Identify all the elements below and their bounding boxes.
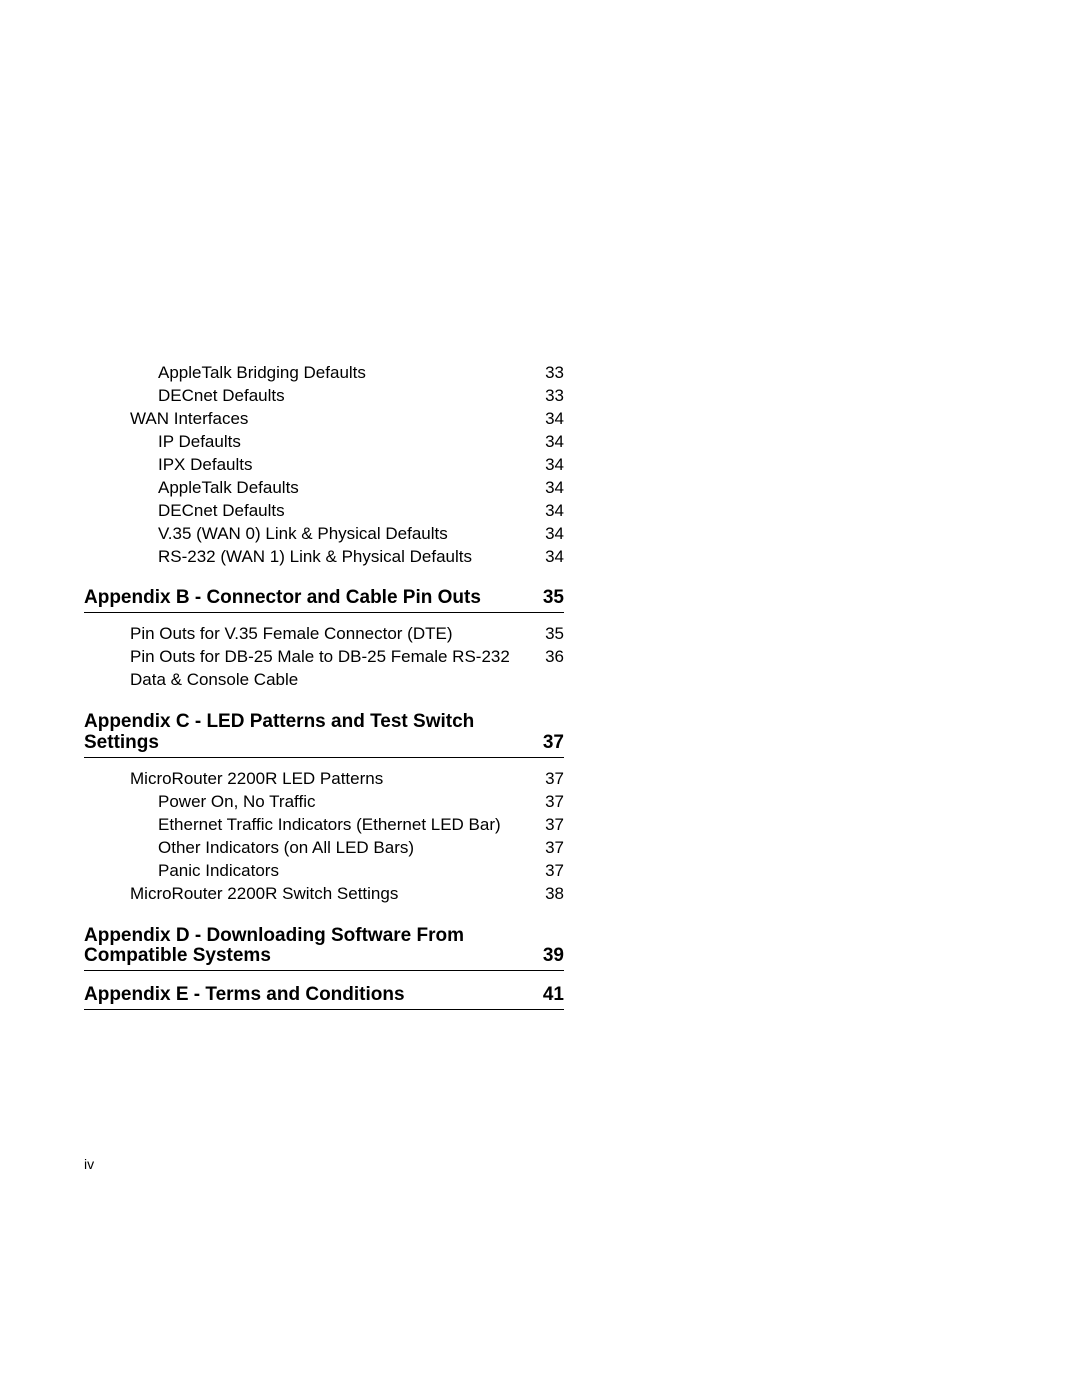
toc-entry-page: 34 bbox=[536, 500, 564, 523]
toc-entry-page: 35 bbox=[536, 623, 564, 646]
toc-entry: Other Indicators (on All LED Bars)37 bbox=[84, 837, 564, 860]
toc-entry-label: DECnet Defaults bbox=[158, 500, 536, 523]
toc-section-appendix-c: Appendix C - LED Patterns and Test Switc… bbox=[84, 712, 564, 905]
toc-entry-label: V.35 (WAN 0) Link & Physical Defaults bbox=[158, 523, 536, 546]
toc-entry: Pin Outs for V.35 Female Connector (DTE)… bbox=[84, 623, 564, 646]
section-title: Appendix C - LED Patterns and Test Switc… bbox=[84, 712, 536, 754]
toc-entry: V.35 (WAN 0) Link & Physical Defaults34 bbox=[84, 523, 564, 546]
toc-entry-page: 37 bbox=[536, 768, 564, 791]
toc-entry: Power On, No Traffic37 bbox=[84, 791, 564, 814]
toc-entry-label: IPX Defaults bbox=[158, 454, 536, 477]
toc-entry: Ethernet Traffic Indicators (Ethernet LE… bbox=[84, 814, 564, 837]
toc-entry-label: DECnet Defaults bbox=[158, 385, 536, 408]
toc-section-appendix-e: Appendix E - Terms and Conditions 41 bbox=[84, 985, 564, 1010]
toc-entry: IP Defaults34 bbox=[84, 431, 564, 454]
section-heading: Appendix B - Connector and Cable Pin Out… bbox=[84, 588, 564, 613]
toc-entry-page: 37 bbox=[536, 860, 564, 883]
toc-entry-label: WAN Interfaces bbox=[130, 408, 536, 431]
toc-section-appendix-d: Appendix D - Downloading Software From C… bbox=[84, 926, 564, 972]
toc-entry: AppleTalk Bridging Defaults33 bbox=[84, 362, 564, 385]
toc-entry-label: Other Indicators (on All LED Bars) bbox=[158, 837, 536, 860]
toc-entry-page: 37 bbox=[536, 791, 564, 814]
toc-entry-label: Pin Outs for V.35 Female Connector (DTE) bbox=[130, 623, 536, 646]
section-title: Appendix E - Terms and Conditions bbox=[84, 985, 536, 1006]
toc-entry-page: 34 bbox=[536, 546, 564, 569]
toc-entry: Pin Outs for DB-25 Male to DB-25 Female … bbox=[84, 646, 564, 692]
toc-entry-page: 38 bbox=[536, 883, 564, 906]
toc-group-top: AppleTalk Bridging Defaults33DECnet Defa… bbox=[84, 362, 564, 568]
section-title: Appendix D - Downloading Software From C… bbox=[84, 926, 536, 968]
toc-entry-page: 34 bbox=[536, 454, 564, 477]
toc-entry-label: AppleTalk Bridging Defaults bbox=[158, 362, 536, 385]
table-of-contents: AppleTalk Bridging Defaults33DECnet Defa… bbox=[84, 362, 564, 1010]
toc-entry-page: 34 bbox=[536, 408, 564, 431]
toc-entry: DECnet Defaults34 bbox=[84, 500, 564, 523]
toc-entry-label: MicroRouter 2200R LED Patterns bbox=[130, 768, 536, 791]
toc-entry: IPX Defaults34 bbox=[84, 454, 564, 477]
toc-entry: Panic Indicators37 bbox=[84, 860, 564, 883]
toc-group: MicroRouter 2200R LED Patterns37Power On… bbox=[84, 768, 564, 906]
toc-entry-page: 36 bbox=[536, 646, 564, 669]
page-number-footer: iv bbox=[84, 1156, 94, 1172]
toc-entry: WAN Interfaces34 bbox=[84, 408, 564, 431]
toc-entry-label: RS-232 (WAN 1) Link & Physical Defaults bbox=[158, 546, 536, 569]
section-page: 37 bbox=[536, 733, 564, 754]
toc-group: Pin Outs for V.35 Female Connector (DTE)… bbox=[84, 623, 564, 692]
toc-entry-label: Panic Indicators bbox=[158, 860, 536, 883]
toc-entry: AppleTalk Defaults34 bbox=[84, 477, 564, 500]
section-heading: Appendix E - Terms and Conditions 41 bbox=[84, 985, 564, 1010]
toc-entry-label: Ethernet Traffic Indicators (Ethernet LE… bbox=[158, 814, 536, 837]
toc-entry-page: 34 bbox=[536, 431, 564, 454]
toc-entry-page: 37 bbox=[536, 837, 564, 860]
toc-entry-page: 33 bbox=[536, 362, 564, 385]
toc-entry-page: 33 bbox=[536, 385, 564, 408]
section-heading: Appendix D - Downloading Software From C… bbox=[84, 926, 564, 972]
toc-entry-label: Power On, No Traffic bbox=[158, 791, 536, 814]
section-page: 41 bbox=[536, 985, 564, 1006]
toc-entry-label: Pin Outs for DB-25 Male to DB-25 Female … bbox=[130, 646, 536, 692]
section-page: 35 bbox=[536, 588, 564, 609]
toc-entry: RS-232 (WAN 1) Link & Physical Defaults3… bbox=[84, 546, 564, 569]
section-page: 39 bbox=[536, 946, 564, 967]
toc-entry: DECnet Defaults33 bbox=[84, 385, 564, 408]
toc-entry-label: IP Defaults bbox=[158, 431, 536, 454]
toc-entry: MicroRouter 2200R LED Patterns37 bbox=[84, 768, 564, 791]
toc-entry-page: 34 bbox=[536, 523, 564, 546]
document-page: AppleTalk Bridging Defaults33DECnet Defa… bbox=[0, 0, 1080, 1397]
toc-section-appendix-b: Appendix B - Connector and Cable Pin Out… bbox=[84, 588, 564, 692]
toc-entry-label: AppleTalk Defaults bbox=[158, 477, 536, 500]
toc-entry-label: MicroRouter 2200R Switch Settings bbox=[130, 883, 536, 906]
toc-entry-page: 34 bbox=[536, 477, 564, 500]
toc-entry-page: 37 bbox=[536, 814, 564, 837]
section-title: Appendix B - Connector and Cable Pin Out… bbox=[84, 588, 536, 609]
toc-entry: MicroRouter 2200R Switch Settings38 bbox=[84, 883, 564, 906]
section-heading: Appendix C - LED Patterns and Test Switc… bbox=[84, 712, 564, 758]
